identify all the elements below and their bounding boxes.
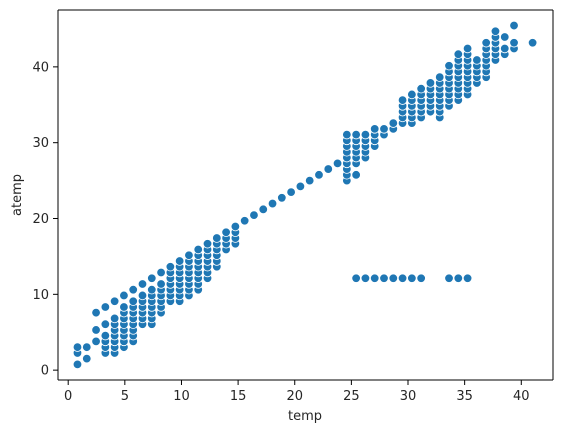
data-point: [444, 61, 454, 71]
data-point: [500, 43, 510, 54]
y-tick-label: 10: [32, 288, 49, 303]
data-point: [500, 32, 510, 42]
data-point: [174, 256, 185, 266]
data-point: [342, 129, 352, 140]
data-point: [416, 83, 426, 94]
data-point: [332, 158, 343, 169]
data-point: [100, 302, 111, 312]
data-point: [416, 273, 426, 283]
data-point: [295, 181, 306, 192]
y-axis-label: atemp: [10, 174, 25, 216]
data-point: [453, 273, 464, 283]
data-point: [82, 353, 92, 364]
data-point: [425, 78, 436, 88]
y-tick-label: 40: [32, 60, 49, 75]
data-point: [258, 204, 268, 215]
data-point: [156, 267, 166, 278]
data-point: [100, 330, 111, 341]
axes-frame: [57, 9, 554, 381]
x-tick-label: 40: [513, 389, 530, 404]
x-tick-label: 25: [343, 389, 360, 404]
data-point: [156, 279, 166, 289]
data-point: [527, 38, 538, 48]
data-point: [444, 273, 454, 283]
data-point: [351, 273, 361, 283]
data-point: [286, 187, 296, 197]
data-point: [239, 216, 250, 226]
data-points: [72, 20, 538, 370]
data-point: [267, 198, 278, 209]
data-point: [137, 290, 148, 301]
data-point: [277, 193, 287, 203]
data-point: [453, 49, 464, 59]
data-point: [82, 342, 92, 352]
data-point: [509, 38, 519, 48]
data-point: [147, 285, 157, 295]
data-point: [72, 359, 83, 370]
data-point: [397, 273, 408, 283]
data-point: [249, 210, 259, 220]
data-point: [388, 273, 398, 283]
y-axis-ticks: 0 10 20 30 40: [32, 60, 58, 379]
data-point: [119, 290, 129, 301]
data-point: [72, 342, 83, 352]
data-point: [304, 175, 315, 186]
data-point: [202, 239, 213, 249]
y-tick-label: 0: [41, 364, 49, 379]
data-point: [221, 227, 231, 238]
x-axis-ticks: 0 5 10 15 20 25 30 35 40: [64, 380, 530, 404]
data-point: [91, 307, 101, 318]
data-point: [407, 89, 417, 100]
x-tick-label: 30: [400, 389, 417, 404]
data-point: [212, 233, 222, 243]
x-tick-label: 35: [456, 389, 473, 404]
data-point: [462, 43, 473, 54]
data-point: [379, 273, 389, 283]
data-point: [351, 170, 361, 180]
data-point: [323, 164, 333, 174]
data-point: [351, 129, 361, 140]
x-tick-label: 0: [64, 389, 72, 404]
data-point: [397, 95, 408, 105]
data-point: [472, 55, 482, 65]
data-point: [165, 262, 176, 272]
data-point: [91, 336, 101, 347]
data-point: [109, 313, 120, 324]
data-point: [490, 26, 501, 36]
x-tick-label: 15: [230, 389, 247, 404]
data-point: [462, 273, 473, 283]
data-point: [435, 72, 445, 82]
data-point: [137, 279, 148, 289]
data-point: [379, 124, 389, 134]
data-point: [119, 302, 129, 312]
data-point: [184, 250, 194, 260]
y-tick-label: 20: [32, 212, 49, 227]
data-point: [388, 118, 398, 128]
data-point: [370, 124, 380, 134]
data-point: [407, 273, 417, 283]
data-point: [370, 273, 380, 283]
data-point: [360, 129, 371, 140]
data-point: [230, 221, 241, 232]
x-tick-label: 5: [121, 389, 129, 404]
x-tick-label: 10: [173, 389, 190, 404]
data-point: [128, 296, 138, 306]
data-point: [91, 325, 101, 335]
data-point: [481, 38, 491, 48]
x-tick-label: 20: [286, 389, 303, 404]
data-point: [509, 20, 519, 31]
data-point: [100, 319, 111, 329]
data-point: [314, 170, 324, 180]
y-tick-label: 30: [32, 136, 49, 151]
data-point: [147, 273, 157, 283]
data-point: [193, 244, 203, 255]
data-point: [109, 296, 120, 306]
x-axis-label: temp: [288, 409, 322, 424]
data-point: [360, 273, 371, 283]
data-point: [128, 285, 138, 295]
